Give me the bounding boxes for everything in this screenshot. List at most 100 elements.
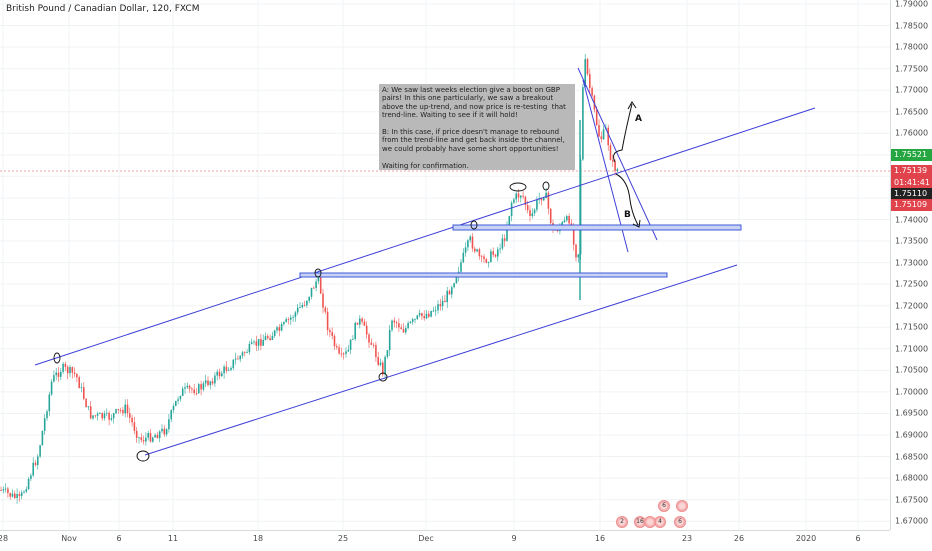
- event-badge-icon[interactable]: 16: [634, 516, 646, 528]
- price-tick: 1.78500: [895, 21, 929, 31]
- candle-body: [191, 388, 193, 390]
- candle-body: [513, 199, 515, 203]
- candle-body: [324, 307, 327, 312]
- support-zone-upper[interactable]: [452, 224, 742, 231]
- candle-body: [2, 489, 5, 491]
- annotation-note[interactable]: A: We saw last weeks election give a boo…: [379, 84, 575, 170]
- candle-body: [319, 275, 322, 294]
- channel-upper-line[interactable]: [34, 107, 816, 366]
- price-chart[interactable]: A B: [0, 0, 890, 530]
- candle-body: [147, 433, 149, 438]
- arrow-head-b: [632, 219, 641, 228]
- price-tick: 1.79000: [895, 0, 929, 9]
- candle-body: [315, 281, 317, 289]
- candle-body: [177, 399, 179, 401]
- time-axis[interactable]: 28 Nov 6 11 18 25 Dec 9 16 23 26 2020 6: [0, 530, 890, 551]
- candle-body: [267, 336, 269, 339]
- event-badge-icon[interactable]: [676, 500, 688, 512]
- candle-body: [375, 345, 377, 358]
- candle-body: [460, 262, 462, 272]
- candle-body: [108, 412, 110, 420]
- candle-body: [543, 198, 545, 201]
- candle-body: [140, 437, 143, 441]
- badge-count: 6: [678, 518, 682, 525]
- candle-body: [430, 310, 432, 317]
- candle-body: [237, 358, 239, 360]
- touch-marker: [470, 220, 478, 230]
- candle-body: [515, 193, 517, 200]
- candle-body: [533, 209, 536, 214]
- descending-line-2[interactable]: [582, 79, 629, 253]
- candle-body: [485, 259, 488, 263]
- price-tick: 1.72500: [895, 279, 929, 289]
- event-badge-icon[interactable]: [644, 516, 656, 528]
- price-tick: 1.71000: [895, 344, 929, 354]
- candle-body: [290, 317, 292, 320]
- candle-body: [598, 125, 600, 137]
- event-badge-icon[interactable]: 4: [654, 516, 666, 528]
- time-tick: 18: [252, 534, 264, 543]
- candle-body: [393, 320, 396, 323]
- candle-body: [464, 247, 467, 253]
- candle-body: [345, 351, 347, 354]
- candle-body: [398, 323, 400, 328]
- candle-body: [448, 290, 451, 295]
- descending-line-1[interactable]: [577, 67, 658, 241]
- time-tick: 25: [337, 534, 349, 543]
- event-badge-icon[interactable]: 6: [658, 500, 670, 512]
- event-badges[interactable]: 2 16 4 6 6: [614, 498, 694, 530]
- candle-body: [356, 322, 359, 325]
- candle-body: [372, 344, 375, 346]
- candle-body: [395, 322, 398, 324]
- candle-body: [271, 336, 274, 340]
- candle-body: [234, 358, 237, 360]
- candle-body: [66, 366, 69, 374]
- candle-body: [444, 300, 446, 303]
- candle-body: [529, 210, 531, 216]
- candle-body: [377, 357, 379, 365]
- candle-body: [455, 276, 458, 284]
- event-badge-icon[interactable]: 6: [674, 516, 686, 528]
- candle-body: [214, 375, 216, 384]
- candle-body: [230, 368, 232, 370]
- price-tick: 1.76500: [895, 107, 929, 117]
- candle-body: [363, 321, 366, 326]
- channel-lower-line[interactable]: [144, 264, 738, 456]
- candle-body: [536, 199, 538, 210]
- candle-body: [612, 160, 614, 162]
- event-badge-icon[interactable]: 2: [616, 516, 628, 528]
- candle-body: [547, 192, 550, 209]
- candle-body: [14, 493, 16, 499]
- candle-body: [441, 300, 444, 307]
- candle-body: [126, 404, 129, 414]
- candle-body: [175, 400, 177, 406]
- candle-body: [161, 428, 163, 432]
- candle-body: [264, 336, 267, 341]
- candle-body: [232, 359, 235, 369]
- candle-body: [480, 256, 483, 258]
- candle-body: [471, 236, 474, 249]
- candle-body: [425, 313, 428, 319]
- candle-body: [506, 226, 508, 241]
- candle-body: [497, 249, 499, 257]
- support-zone-lower[interactable]: [299, 272, 668, 278]
- candle-body: [361, 318, 363, 322]
- time-tick: Nov: [61, 534, 77, 543]
- candle-body: [34, 462, 37, 466]
- candle-body: [301, 304, 304, 308]
- price-tick: 1.77500: [895, 64, 929, 74]
- candle-body: [299, 307, 301, 309]
- candle-body: [244, 352, 246, 354]
- candle-body: [478, 249, 481, 257]
- candle-body: [439, 304, 442, 307]
- price-axis[interactable]: 1.79000 1.78500 1.78000 1.77500 1.77000 1.765…: [890, 0, 932, 530]
- candle-body: [239, 355, 241, 360]
- time-tick: 28: [0, 534, 9, 543]
- candle-body: [333, 335, 336, 347]
- candle-body: [262, 340, 264, 346]
- candle-body: [566, 216, 568, 221]
- candle-body: [20, 492, 23, 496]
- candle-body: [202, 383, 205, 390]
- candle-body: [60, 371, 62, 377]
- chart-area[interactable]: A B British Pound / Canadian Dollar, 120…: [0, 0, 890, 530]
